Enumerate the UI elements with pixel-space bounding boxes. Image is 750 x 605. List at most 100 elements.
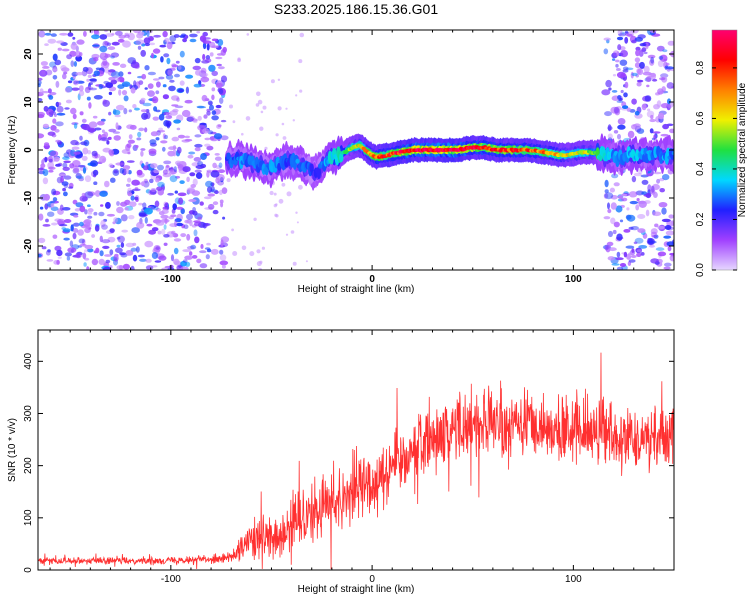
noise-blob [201,94,208,102]
noise-blob [38,133,45,139]
noise-blob [161,209,169,214]
noise-blob [149,139,157,145]
noise-blob [273,192,277,196]
noise-blob [129,201,137,208]
noise-blob [169,223,178,228]
noise-blob [62,73,67,80]
colorbar-label: Normalized spectral amplitude [737,82,748,217]
noise-blob [610,217,616,225]
noise-blob [52,118,57,124]
noise-blob [616,51,620,57]
noise-blob [615,63,619,68]
noise-blob [192,210,198,216]
noise-blob [635,190,644,196]
noise-blob [626,253,632,260]
noise-blob [78,90,85,97]
noise-blob [102,147,111,153]
noise-blob [635,49,640,57]
noise-blob [59,224,68,227]
noise-blob [155,246,160,250]
noise-blob [38,237,46,244]
y-tick-label: 300 [23,405,34,422]
noise-blob [199,250,207,254]
noise-blob [57,256,62,259]
ridge-cell [671,151,674,156]
noise-blob [126,183,131,187]
noise-blob [189,33,198,38]
noise-blob [184,135,190,139]
noise-blob [130,87,136,94]
noise-blob [137,131,142,138]
noise-blob [220,202,224,208]
noise-blob [663,266,671,270]
noise-blob [162,30,168,38]
noise-blob [75,173,82,179]
noise-blob [102,266,112,270]
noise-blob [184,138,193,142]
noise-blob [652,78,658,82]
noise-blob [182,259,188,263]
noise-blob [193,83,202,88]
noise-blob [75,72,84,76]
noise-blob [623,251,628,258]
noise-blob [241,132,244,136]
noise-blob [295,94,298,97]
noise-blob [654,223,659,228]
noise-blob [101,224,108,230]
noise-blob [653,234,659,239]
noise-blob [142,202,147,209]
noise-blob [105,201,111,209]
snr-frame [37,329,675,571]
noise-blob [169,35,177,42]
noise-blob [111,32,115,36]
noise-blob [99,190,108,197]
noise-blob [138,211,147,218]
noise-blob [189,38,197,43]
noise-blob [650,228,658,235]
noise-blob [136,169,143,176]
noise-blob [645,76,652,82]
noise-blob [628,252,635,256]
noise-blob [52,68,58,72]
noise-blob [50,125,57,131]
noise-blob [125,167,130,175]
noise-blob [151,252,158,259]
noise-blob [261,246,265,250]
noise-blob [179,35,185,38]
noise-blob [650,56,655,64]
noise-blob [116,236,121,240]
noise-blob [277,78,281,82]
noise-blob [196,31,201,34]
noise-blob [135,246,140,253]
noise-blob [86,96,91,101]
noise-blob [73,122,78,129]
noise-blob [215,165,222,170]
noise-blob [162,169,168,175]
chart-title: S233.2025.186.15.36.G01 [274,1,438,17]
noise-blob [98,211,105,217]
noise-blob [237,57,241,61]
noise-blob [622,105,629,109]
noise-blob [298,59,303,64]
noise-blob [208,170,212,174]
noise-blob [183,224,189,229]
noise-blob [213,133,223,140]
noise-blob [152,78,160,81]
noise-blob [641,103,647,111]
noise-blob [630,255,637,258]
noise-blob [155,137,160,141]
noise-blob [665,230,674,236]
noise-blob [182,166,191,173]
noise-blob [200,244,204,249]
noise-blob [179,80,185,86]
noise-blob [112,62,120,66]
noise-blob [40,163,46,168]
noise-blob [605,245,611,253]
noise-blob [296,221,299,224]
noise-blob [220,135,229,141]
noise-blob [144,42,150,47]
noise-blob [88,121,98,128]
noise-blob [108,128,117,133]
noise-blob [80,141,88,146]
